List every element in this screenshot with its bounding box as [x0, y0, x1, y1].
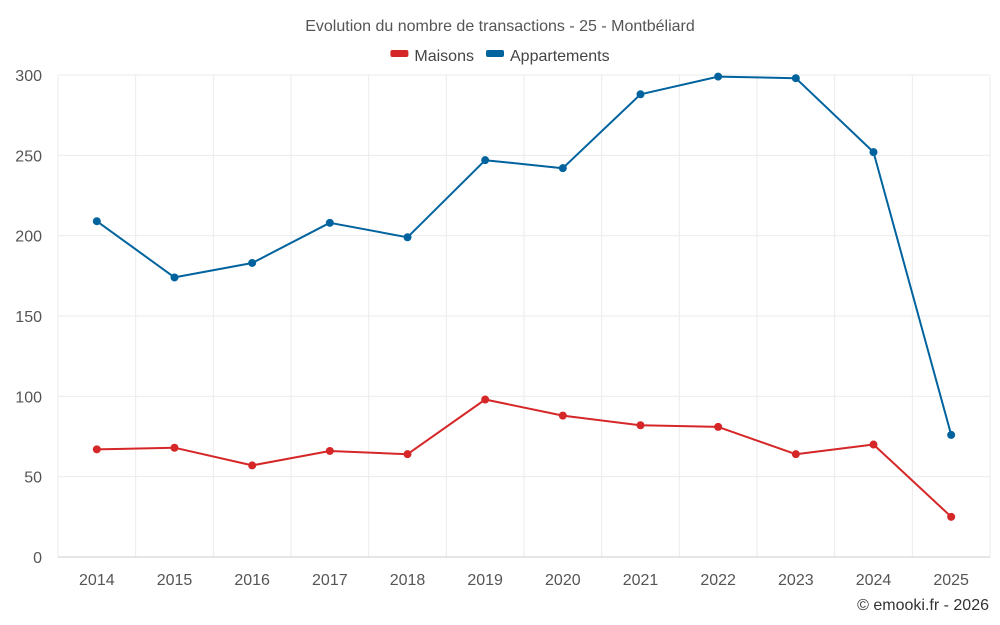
data-point-appartements[interactable]	[947, 430, 956, 439]
data-point-maisons[interactable]	[325, 446, 334, 455]
series-line-appartements	[96, 75, 953, 436]
data-point-appartements[interactable]	[558, 164, 567, 173]
x-tick-label: 2019	[467, 572, 503, 589]
data-point-appartements[interactable]	[791, 74, 800, 83]
data-point-appartements[interactable]	[714, 72, 723, 81]
y-tick-label: 300	[15, 68, 42, 85]
data-point-maisons[interactable]	[714, 422, 723, 431]
x-tick-label: 2024	[856, 572, 892, 589]
data-point-maisons[interactable]	[92, 445, 101, 454]
legend[interactable]: Maisons Appartements	[390, 48, 610, 65]
x-tick-label: 2021	[623, 572, 659, 589]
data-point-maisons[interactable]	[947, 512, 956, 521]
data-point-appartements[interactable]	[403, 233, 412, 242]
data-point-maisons[interactable]	[636, 421, 645, 430]
y-tick-label: 200	[15, 229, 42, 246]
data-point-maisons[interactable]	[791, 450, 800, 459]
x-tick-label: 2016	[234, 572, 270, 589]
x-tick-label: 2014	[79, 572, 115, 589]
x-tick-label: 2022	[700, 572, 736, 589]
data-point-maisons[interactable]	[481, 395, 490, 404]
chart-credit: © emooki.fr - 2026	[857, 597, 989, 614]
x-tick-label: 2015	[157, 572, 193, 589]
data-point-maisons[interactable]	[558, 411, 567, 420]
legend-item-appartements[interactable]: Appartements	[486, 48, 610, 65]
y-tick-label: 250	[15, 148, 42, 165]
data-point-appartements[interactable]	[92, 217, 101, 226]
x-tick-label: 2020	[545, 572, 581, 589]
x-tick-label: 2023	[778, 572, 814, 589]
data-point-maisons[interactable]	[170, 443, 179, 452]
data-point-appartements[interactable]	[248, 258, 257, 267]
legend-label: Appartements	[510, 48, 610, 65]
y-axis-tick-labels: 0 50 100 150 200 250 300	[15, 68, 42, 567]
data-point-appartements[interactable]	[869, 148, 878, 157]
legend-label: Maisons	[414, 48, 474, 65]
chart-title: Evolution du nombre de transactions - 25…	[305, 18, 695, 35]
legend-swatch	[390, 50, 409, 57]
x-axis-tick-labels: 2014 2015 2016 2017 2018 2019 2020 2021 2022 2023…	[79, 572, 969, 589]
data-point-appartements[interactable]	[636, 90, 645, 99]
x-gridlines	[57, 75, 991, 557]
series-appartements	[92, 72, 956, 439]
data-point-appartements[interactable]	[481, 156, 490, 165]
x-tick-label: 2025	[933, 572, 969, 589]
x-tick-label: 2018	[390, 572, 426, 589]
legend-item-maisons[interactable]: Maisons	[390, 48, 474, 65]
series-line-maisons	[96, 398, 952, 518]
data-point-appartements[interactable]	[170, 273, 179, 282]
y-tick-label: 0	[33, 550, 42, 567]
y-tick-label: 50	[24, 470, 42, 487]
series-maisons	[92, 395, 956, 521]
x-tick-label: 2017	[312, 572, 348, 589]
series-layer	[92, 72, 956, 521]
data-point-maisons[interactable]	[403, 450, 412, 459]
data-point-appartements[interactable]	[325, 218, 334, 227]
y-tick-label: 150	[15, 309, 42, 326]
data-point-maisons[interactable]	[869, 440, 878, 449]
legend-swatch	[486, 50, 504, 57]
y-tick-label: 100	[15, 389, 42, 406]
data-point-maisons[interactable]	[248, 461, 257, 470]
